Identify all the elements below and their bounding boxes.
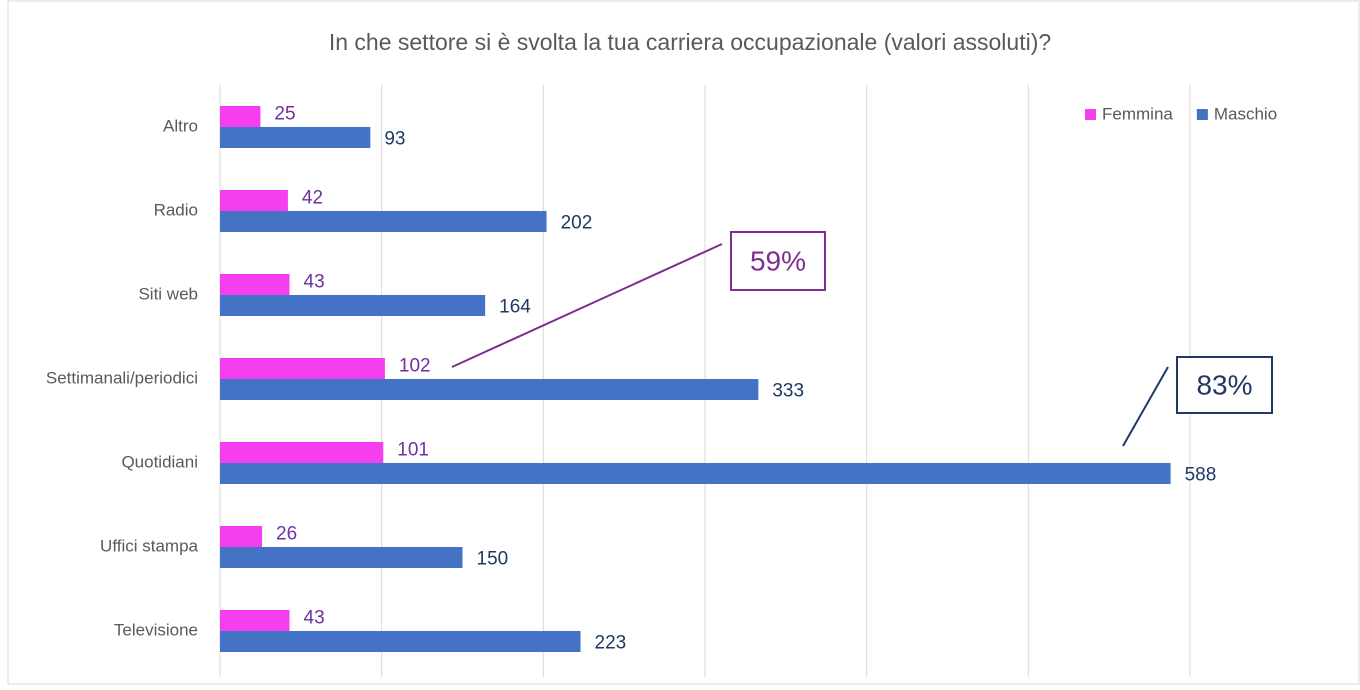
annotation-line <box>451 243 723 368</box>
bar <box>220 526 263 547</box>
bar <box>220 190 288 211</box>
y-tick-label: Radio <box>154 200 198 219</box>
bar <box>220 127 371 148</box>
legend-label: Maschio <box>1214 104 1277 123</box>
y-tick-label: Uffici stampa <box>100 536 198 555</box>
data-label: 150 <box>477 549 509 570</box>
data-label: 43 <box>304 608 325 629</box>
legend-swatch <box>1196 109 1208 120</box>
bar <box>220 211 547 232</box>
data-label: 588 <box>1185 465 1217 486</box>
data-label: 25 <box>274 104 295 125</box>
bar <box>220 442 384 463</box>
data-label: 164 <box>499 297 531 318</box>
y-tick-label: Televisione <box>114 620 198 639</box>
legend-label: Femmina <box>1102 104 1173 123</box>
bar <box>220 358 385 379</box>
annotation-box <box>1176 356 1273 414</box>
bar <box>220 463 1171 484</box>
data-label: 43 <box>304 272 325 293</box>
y-tick-label: Altro <box>163 116 198 135</box>
y-tick-label: Settimanali/periodici <box>46 368 198 387</box>
data-label: 101 <box>397 440 429 461</box>
bar <box>220 631 581 652</box>
bar <box>220 379 759 400</box>
chart-border <box>7 0 1360 685</box>
bar <box>220 547 463 568</box>
legend-swatch <box>1085 109 1096 120</box>
data-label: 42 <box>302 188 323 209</box>
annotation-text: 83% <box>1196 369 1252 400</box>
data-label: 202 <box>561 213 593 234</box>
bar <box>220 274 290 295</box>
annotation-box <box>730 231 826 291</box>
data-label: 102 <box>399 356 431 377</box>
y-tick-label: Siti web <box>138 284 198 303</box>
annotation-line <box>1122 366 1169 447</box>
data-label: 333 <box>772 381 804 402</box>
chart-title: In che settore si è svolta la tua carrie… <box>329 29 1051 55</box>
annotation-text: 59% <box>750 245 806 276</box>
data-label: 26 <box>276 524 297 545</box>
bar <box>220 106 261 127</box>
data-label: 223 <box>595 633 627 654</box>
y-tick-label: Quotidiani <box>121 452 198 471</box>
bar <box>220 610 290 631</box>
data-label: 93 <box>384 129 405 150</box>
bar <box>220 295 486 316</box>
